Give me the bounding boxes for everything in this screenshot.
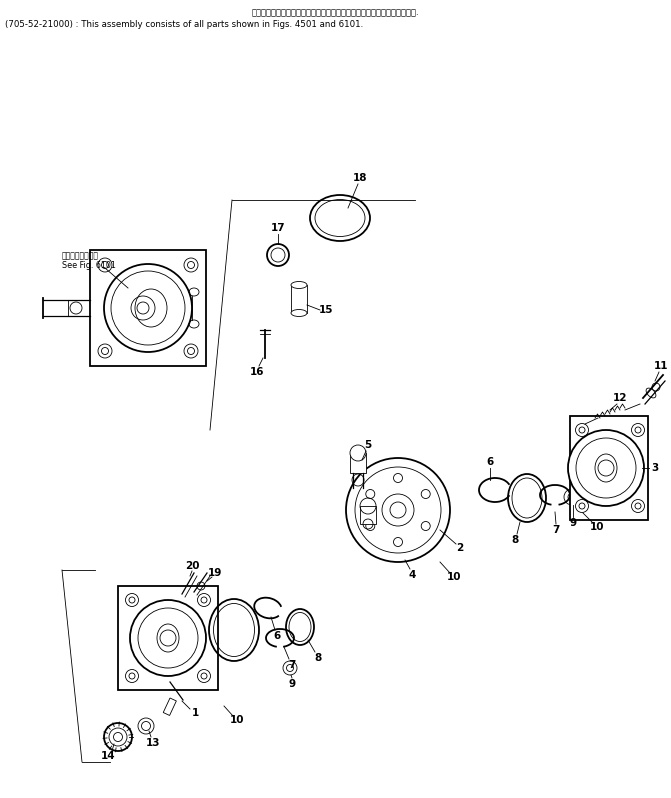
Text: 5: 5 [364, 440, 372, 450]
Circle shape [421, 489, 430, 499]
Text: 19: 19 [208, 568, 222, 578]
Circle shape [130, 600, 206, 676]
Text: See Fig. 6101: See Fig. 6101 [62, 260, 116, 270]
Text: 14: 14 [101, 751, 115, 761]
Text: 9: 9 [570, 518, 576, 528]
Text: 11: 11 [654, 361, 668, 371]
Text: 12: 12 [613, 393, 627, 403]
Circle shape [101, 347, 109, 354]
Bar [570, 416, 648, 520]
Circle shape [421, 522, 430, 531]
Circle shape [125, 670, 138, 682]
Bar [350, 453, 366, 473]
Text: 17: 17 [270, 223, 285, 233]
Text: 3: 3 [652, 463, 659, 473]
Text: 13: 13 [146, 738, 160, 748]
Circle shape [568, 430, 644, 506]
Text: 10: 10 [590, 522, 605, 532]
Circle shape [366, 489, 375, 499]
Circle shape [197, 670, 211, 682]
Circle shape [101, 262, 109, 268]
Circle shape [350, 445, 366, 461]
Text: 18: 18 [353, 173, 367, 183]
Circle shape [576, 424, 588, 437]
Bar [291, 285, 307, 313]
Text: 7: 7 [289, 660, 296, 670]
Text: 15: 15 [319, 305, 333, 315]
Circle shape [631, 500, 645, 512]
Circle shape [98, 344, 112, 358]
Bar [118, 586, 218, 690]
Text: 6: 6 [486, 457, 494, 467]
Circle shape [393, 473, 403, 483]
Circle shape [104, 264, 192, 352]
Text: 4: 4 [409, 570, 416, 580]
Ellipse shape [291, 282, 307, 289]
Text: 10: 10 [447, 572, 461, 582]
Text: 1: 1 [191, 708, 199, 718]
Text: 8: 8 [511, 535, 519, 545]
Text: 10: 10 [229, 715, 244, 725]
Bar [163, 698, 176, 716]
Text: 16: 16 [250, 367, 264, 377]
Bar [90, 250, 206, 366]
Circle shape [576, 500, 588, 512]
Text: このアセンブリの構成部品は第４５０１図および第６１０１図を含みます.: このアセンブリの構成部品は第４５０１図および第６１０１図を含みます. [251, 8, 419, 17]
Text: (705-52-21000) : This assembly consists of all parts shown in Figs. 4501 and 610: (705-52-21000) : This assembly consists … [5, 20, 363, 29]
Circle shape [631, 424, 645, 437]
Text: 8: 8 [315, 653, 321, 663]
Circle shape [187, 262, 195, 268]
Text: 第６１０１図参照: 第６１０１図参照 [62, 251, 99, 260]
Text: 20: 20 [185, 561, 199, 571]
Text: 7: 7 [552, 525, 560, 535]
Ellipse shape [291, 310, 307, 317]
Circle shape [98, 258, 112, 272]
Circle shape [184, 258, 198, 272]
Circle shape [184, 344, 198, 358]
Circle shape [393, 538, 403, 547]
Circle shape [125, 594, 138, 606]
Circle shape [197, 594, 211, 606]
Circle shape [366, 522, 375, 531]
Circle shape [346, 458, 450, 562]
Text: 9: 9 [289, 679, 295, 689]
Circle shape [187, 347, 195, 354]
Text: 6: 6 [273, 631, 280, 641]
Text: 2: 2 [456, 543, 464, 553]
Bar [360, 506, 376, 524]
